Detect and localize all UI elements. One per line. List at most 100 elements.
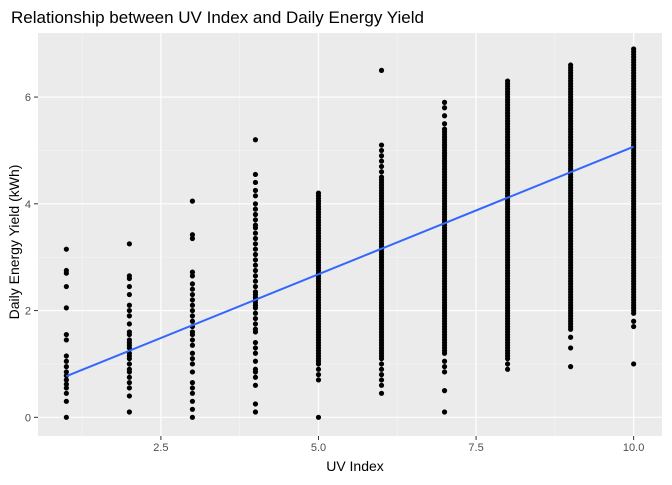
data-point (253, 327, 258, 332)
data-point (253, 401, 258, 406)
x-tick-label: 2.5 (153, 442, 168, 454)
data-point (127, 337, 132, 342)
data-point (253, 180, 258, 185)
data-point (253, 137, 258, 142)
data-point (631, 361, 636, 366)
data-point (253, 273, 258, 278)
data-point (442, 105, 447, 110)
chart-title: Relationship between UV Index and Daily … (11, 8, 424, 27)
data-point (442, 364, 447, 369)
data-point (190, 407, 195, 412)
data-point (379, 153, 384, 158)
data-point (253, 217, 258, 222)
data-point (568, 335, 573, 340)
data-point (379, 372, 384, 377)
data-point (127, 393, 132, 398)
data-point (190, 292, 195, 297)
data-point (253, 223, 258, 228)
data-point (190, 308, 195, 313)
data-point (253, 188, 258, 193)
data-point (253, 284, 258, 289)
y-tick-label: 2 (25, 306, 31, 318)
data-point (127, 361, 132, 366)
data-point (190, 313, 195, 318)
data-point (64, 391, 69, 396)
data-point (190, 303, 195, 308)
data-point (64, 305, 69, 310)
data-point (631, 46, 636, 51)
data-point (442, 126, 447, 131)
data-point (253, 212, 258, 217)
data-point (127, 241, 132, 246)
data-point (379, 383, 384, 388)
data-point (190, 297, 195, 302)
data-point (253, 241, 258, 246)
data-point (379, 367, 384, 372)
data-point (379, 169, 384, 174)
data-point (442, 369, 447, 374)
x-tick-label: 7.5 (468, 442, 483, 454)
y-tick-label: 0 (25, 412, 31, 424)
data-point (64, 268, 69, 273)
data-point (127, 292, 132, 297)
data-point (64, 359, 69, 364)
data-point (253, 252, 258, 257)
data-point (568, 62, 573, 67)
data-point (127, 329, 132, 334)
data-point (253, 375, 258, 380)
data-point (64, 332, 69, 337)
data-point (442, 409, 447, 414)
data-point (316, 415, 321, 420)
data-point (253, 193, 258, 198)
x-axis-ticks: 2.55.07.510.0 (153, 436, 644, 454)
data-point (127, 380, 132, 385)
data-point (253, 268, 258, 273)
data-point (127, 313, 132, 318)
data-point (64, 353, 69, 358)
data-point (127, 375, 132, 380)
data-point (379, 164, 384, 169)
y-tick-label: 4 (25, 199, 31, 211)
data-point (505, 78, 510, 83)
data-point (379, 148, 384, 153)
data-point (316, 377, 321, 382)
data-point (379, 377, 384, 382)
y-axis-title: Daily Energy Yield (kWh) (6, 165, 22, 320)
data-point (190, 391, 195, 396)
x-tick-label: 5.0 (311, 442, 326, 454)
data-point (190, 232, 195, 237)
data-point (127, 409, 132, 414)
data-point (316, 191, 321, 196)
data-point (190, 281, 195, 286)
data-point (505, 367, 510, 372)
data-point (442, 359, 447, 364)
data-point (316, 367, 321, 372)
data-point (127, 367, 132, 372)
data-point (505, 361, 510, 366)
data-point (379, 68, 384, 73)
data-point (631, 324, 636, 329)
data-point (190, 199, 195, 204)
data-point (190, 270, 195, 275)
data-point (64, 247, 69, 252)
data-point (253, 289, 258, 294)
data-point (379, 175, 384, 180)
data-point (190, 351, 195, 356)
data-point (379, 159, 384, 164)
data-point (316, 372, 321, 377)
data-point (253, 257, 258, 262)
data-point (442, 113, 447, 118)
data-point (64, 284, 69, 289)
data-point (253, 316, 258, 321)
data-point (190, 343, 195, 348)
data-point (127, 284, 132, 289)
data-point (64, 399, 69, 404)
data-point (253, 367, 258, 372)
data-point (253, 345, 258, 350)
data-point (379, 391, 384, 396)
data-point (253, 351, 258, 356)
data-point (127, 308, 132, 313)
data-point (253, 321, 258, 326)
